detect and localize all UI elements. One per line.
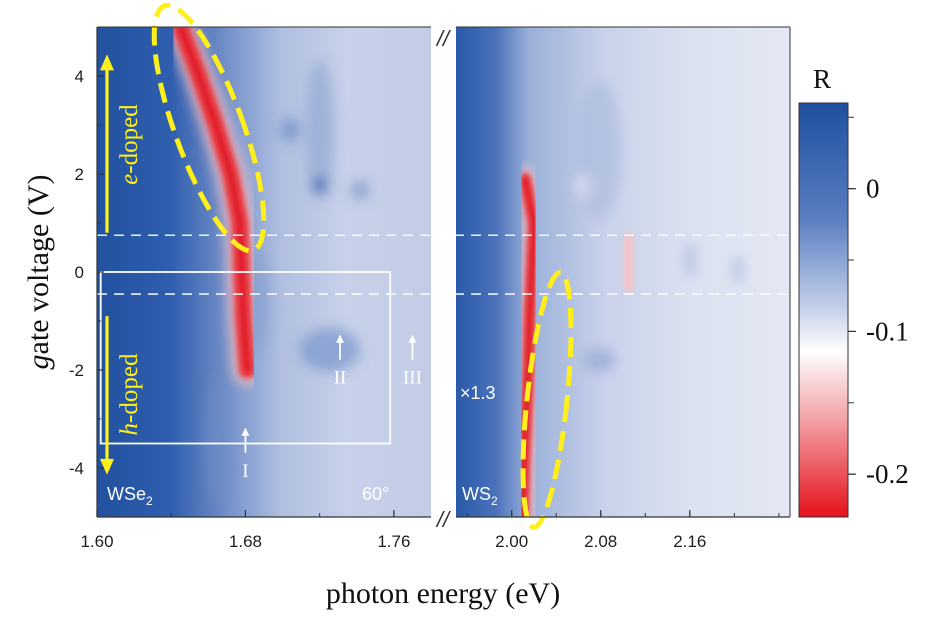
wse2-x-tick-label: 1.60: [80, 532, 113, 551]
axis-break-bottom: //: [435, 507, 451, 532]
wse2-x-tick-label: 1.76: [377, 532, 410, 551]
x-axis-title: photon energy (eV): [326, 577, 560, 610]
colorbar-title: R: [813, 64, 831, 94]
h-doped-arrow-head: [100, 458, 114, 475]
y-axis-title: gate voltage (V): [22, 175, 55, 370]
y-tick-label: 2: [75, 165, 84, 184]
y-tick-label: -2: [69, 361, 84, 380]
ws2-x-tick-label: 2.16: [673, 532, 706, 551]
peak-arrow-I: I: [241, 427, 250, 482]
peak-arrow-head: [408, 334, 417, 343]
ws2-x-tick-label: 2.08: [584, 532, 617, 551]
colorbar-tick-label: -0.1: [866, 316, 909, 346]
wse2-highlight-ellipse: [151, 2, 267, 254]
wse2-ridge-group: [165, 27, 263, 385]
wse2-label: WSe2: [107, 484, 153, 508]
e-doped-label: e-doped: [116, 104, 143, 185]
h-doped-label: h-doped: [116, 353, 143, 435]
peak-label-II: II: [334, 368, 347, 389]
wse2-ridge-core: [177, 27, 251, 373]
peak-arrow-III: III: [403, 334, 422, 389]
ws2-label: WS2: [462, 484, 498, 508]
axis-break-gap: [431, 27, 456, 517]
colorbar-tick-label: 0: [866, 174, 880, 204]
e-doped-arrow-head: [100, 54, 114, 71]
peak-label-I: I: [242, 461, 248, 482]
colorbar-ticks: 0 -0.1 -0.2: [848, 116, 909, 489]
exciton-ridges: [165, 27, 634, 517]
colorbar: [798, 102, 849, 518]
ws2-weak-feature: [623, 232, 634, 292]
y-tick-label: -4: [69, 459, 84, 478]
y-tick-label: 4: [75, 67, 84, 86]
ws2-texture: [577, 80, 744, 372]
peak-arrow-II: II: [334, 334, 347, 389]
y-tick-label: 0: [75, 263, 84, 282]
peak-arrow-head: [241, 427, 250, 436]
ws2-x-tick-label: 2.00: [495, 532, 528, 551]
peak-label-III: III: [403, 368, 422, 389]
ws2-ridge-group: [510, 166, 546, 517]
ws2-highlight-ellipse: [520, 270, 574, 530]
h-doped-arrow: [100, 316, 114, 475]
angle-label: 60°: [362, 484, 389, 504]
e-doped-arrow: [100, 54, 114, 233]
peak-arrow-head: [336, 334, 345, 343]
wse2-x-tick-label: 1.68: [229, 532, 262, 551]
scale-factor-label: ×1.3: [460, 383, 496, 403]
colorbar-tick-label: -0.2: [866, 459, 909, 489]
ws2-ridge-core: [520, 176, 537, 517]
axes: 1.60 1.68 1.76 2.00 2.08 2.16 4 2 0 -2 -4: [69, 26, 791, 551]
axis-break-top: //: [435, 26, 451, 51]
